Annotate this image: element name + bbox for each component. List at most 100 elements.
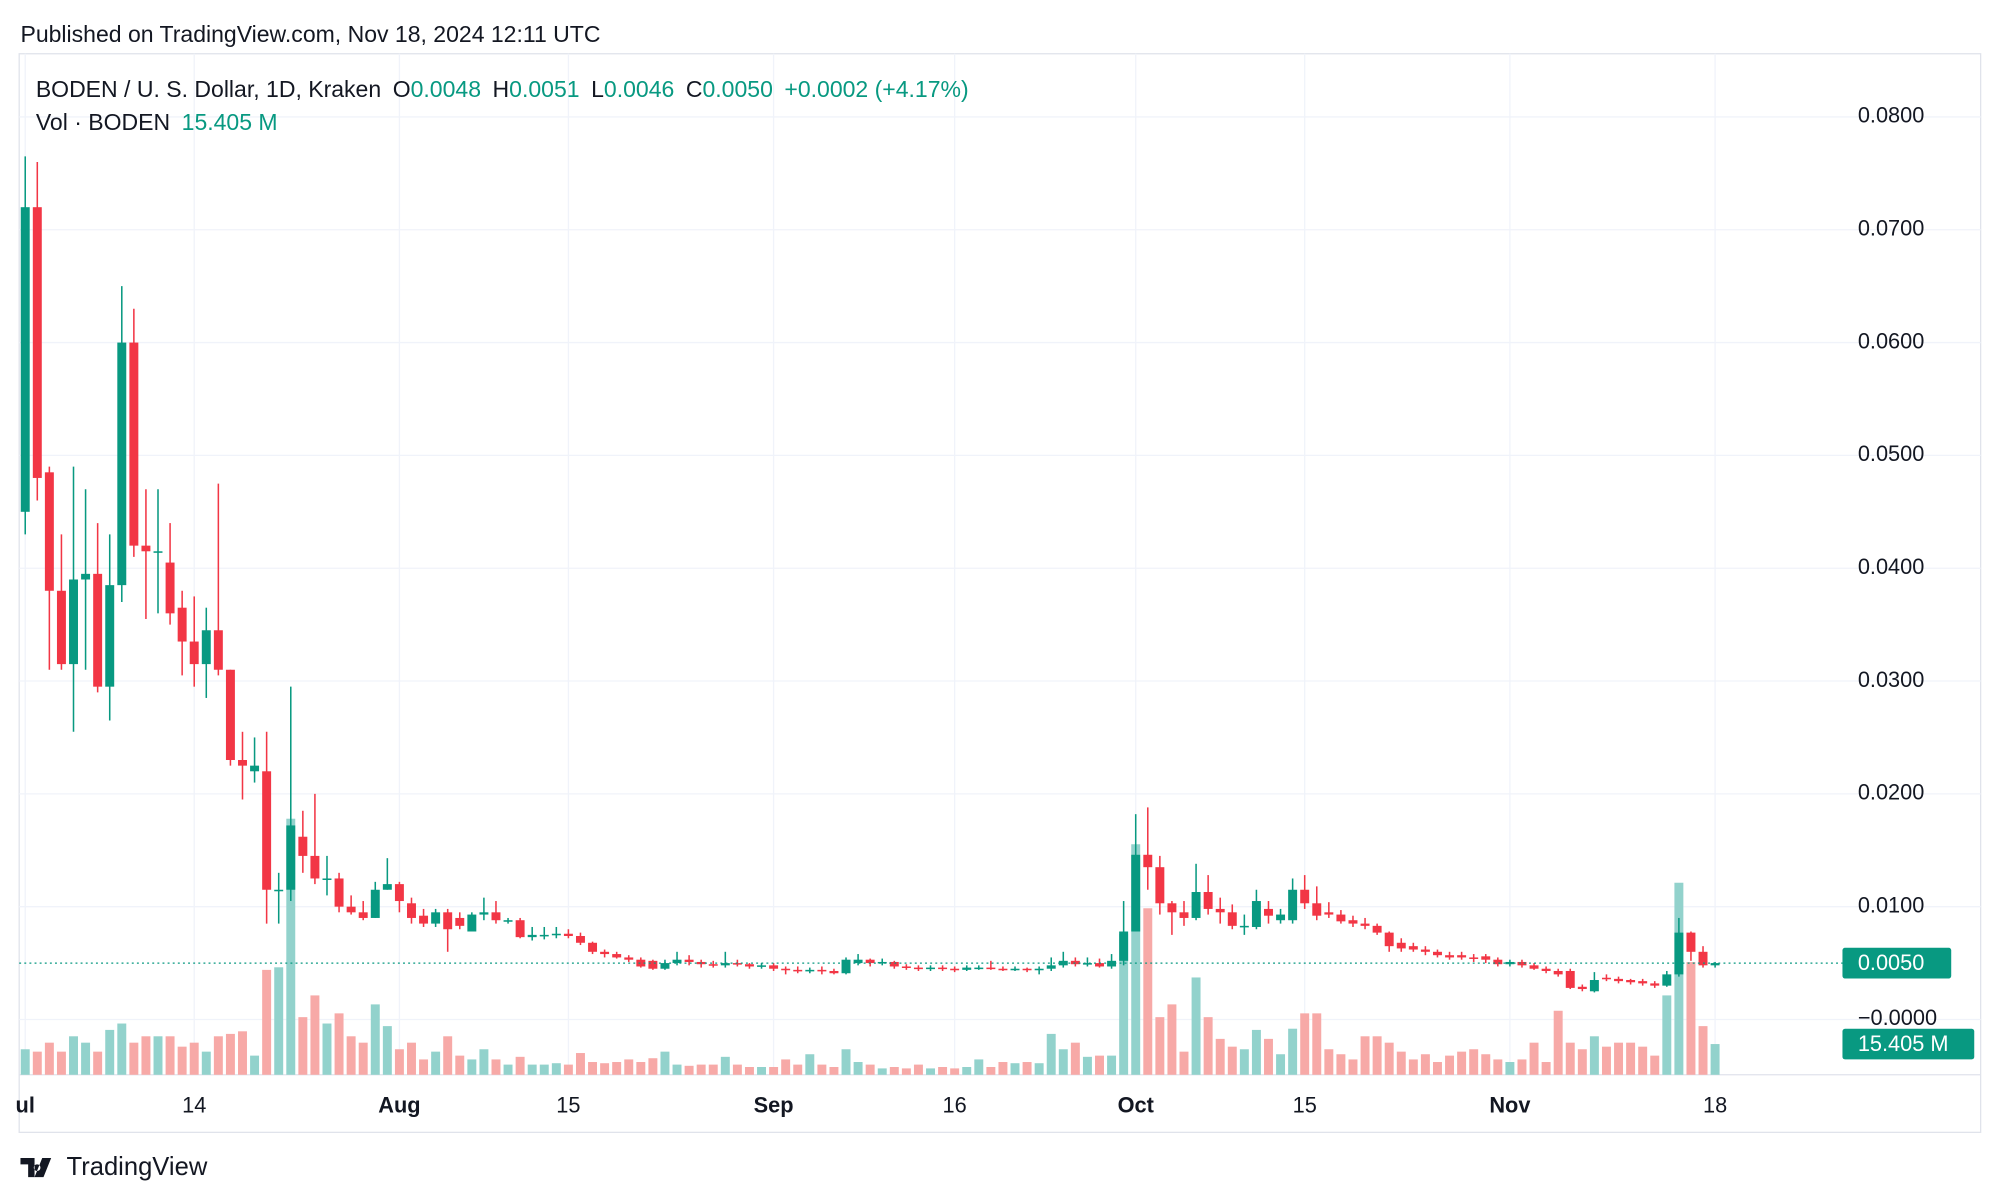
volume-bar bbox=[1662, 995, 1672, 1075]
volume-bar bbox=[1614, 1042, 1624, 1075]
volume-bar bbox=[1445, 1055, 1455, 1075]
volume-bar bbox=[1396, 1051, 1406, 1075]
candle-body bbox=[805, 969, 815, 972]
candle-body bbox=[720, 963, 730, 966]
volume-bar bbox=[1420, 1054, 1430, 1075]
candle-body bbox=[865, 959, 875, 964]
candle-body bbox=[563, 933, 573, 937]
x-tick-label: 18 bbox=[1703, 1093, 1727, 1118]
candle-body bbox=[901, 966, 911, 969]
volume-bar bbox=[129, 1042, 139, 1075]
volume-bar bbox=[865, 1064, 875, 1075]
candle-body bbox=[1095, 963, 1104, 967]
candle-body bbox=[141, 545, 151, 552]
volume-bar bbox=[141, 1036, 151, 1075]
volume-bar bbox=[757, 1067, 767, 1075]
candle-body bbox=[684, 959, 694, 962]
candle-body bbox=[877, 961, 887, 964]
volume-bar bbox=[262, 969, 272, 1075]
candle-body bbox=[1420, 949, 1430, 952]
y-tick-label: 0.0200 bbox=[1858, 780, 1925, 805]
volume-bar bbox=[636, 1062, 646, 1075]
volume-bar bbox=[1095, 1055, 1104, 1075]
volume-bar bbox=[1626, 1042, 1636, 1075]
candle-body bbox=[201, 630, 211, 665]
candle-body bbox=[105, 585, 115, 687]
volume-bar bbox=[853, 1062, 863, 1075]
candle-body bbox=[1348, 920, 1358, 924]
candle-body bbox=[1589, 980, 1599, 992]
candle-body bbox=[1662, 974, 1672, 986]
volume-bar bbox=[1553, 1010, 1563, 1075]
candle-body bbox=[1626, 980, 1636, 983]
legend-line: BODEN / U. S. Dollar, 1D, Kraken O0.0048… bbox=[36, 76, 969, 102]
volume-bar bbox=[575, 1053, 585, 1075]
candle-body bbox=[1251, 901, 1261, 927]
volume-bar bbox=[913, 1064, 923, 1075]
volume-bar bbox=[1203, 1017, 1213, 1075]
volume-tag bbox=[1842, 1028, 1975, 1060]
candle-body bbox=[443, 912, 453, 930]
y-tick-label: 0.0500 bbox=[1858, 441, 1925, 466]
y-tick-label: 0.0400 bbox=[1858, 554, 1925, 579]
candle-body bbox=[32, 207, 42, 478]
candle-body bbox=[238, 760, 247, 766]
volume-bar bbox=[539, 1064, 549, 1075]
candle-body bbox=[539, 934, 549, 937]
volume-bar bbox=[310, 995, 320, 1075]
candle-body bbox=[334, 878, 344, 907]
volume-bar bbox=[1288, 1028, 1298, 1075]
volume-bar bbox=[1481, 1054, 1491, 1075]
candle-body bbox=[588, 942, 598, 952]
c-value: 0.0050 bbox=[702, 76, 772, 102]
candle-body bbox=[1457, 955, 1467, 958]
volume-bar bbox=[600, 1063, 610, 1075]
candle-body bbox=[153, 551, 163, 553]
volume-bar bbox=[1348, 1059, 1358, 1075]
candle-body bbox=[165, 562, 175, 614]
volume-bar bbox=[1408, 1059, 1418, 1075]
volume-bar bbox=[503, 1064, 513, 1075]
volume-bar bbox=[286, 818, 296, 1075]
volume-bar bbox=[479, 1049, 489, 1075]
candle-body bbox=[1698, 951, 1708, 966]
candle-body bbox=[322, 878, 332, 881]
volume-bar bbox=[189, 1042, 199, 1075]
volume-bar bbox=[1155, 1017, 1165, 1075]
volume-bar bbox=[624, 1059, 634, 1075]
candle-body bbox=[1143, 854, 1153, 868]
volume-bar bbox=[1131, 844, 1141, 1075]
candle-body bbox=[44, 472, 54, 591]
volume-bar bbox=[1469, 1049, 1479, 1075]
candle-body bbox=[129, 342, 139, 546]
volume-bar bbox=[805, 1054, 815, 1075]
candle-body bbox=[274, 889, 284, 892]
x-tick-label: 16 bbox=[943, 1093, 967, 1118]
volume-bar bbox=[551, 1063, 561, 1075]
candle-body bbox=[358, 912, 368, 918]
candle-body bbox=[575, 936, 585, 943]
volume-bar bbox=[648, 1058, 658, 1075]
candle-body bbox=[781, 968, 791, 971]
volume-bar bbox=[177, 1046, 187, 1075]
candle-body bbox=[298, 836, 308, 856]
price-tag bbox=[1842, 947, 1952, 979]
candle-body bbox=[1046, 965, 1056, 969]
volume-bar bbox=[1384, 1042, 1394, 1075]
volume-bar bbox=[382, 1026, 392, 1075]
o-value: 0.0048 bbox=[411, 76, 481, 102]
o-label: O bbox=[393, 76, 411, 102]
candle-body bbox=[515, 920, 525, 938]
candle-body bbox=[962, 967, 972, 970]
candle-body bbox=[732, 963, 742, 965]
candle-body bbox=[938, 967, 948, 970]
volume-bar bbox=[1686, 962, 1696, 1075]
volume-bar bbox=[1300, 1013, 1310, 1075]
candle-body bbox=[1517, 961, 1527, 966]
candle-body bbox=[889, 961, 899, 967]
volume-bar bbox=[588, 1062, 598, 1075]
volume-bar bbox=[153, 1036, 163, 1075]
volume-bar bbox=[720, 1056, 730, 1075]
volume-bar bbox=[1432, 1062, 1442, 1075]
volume-bar bbox=[1179, 1051, 1189, 1075]
